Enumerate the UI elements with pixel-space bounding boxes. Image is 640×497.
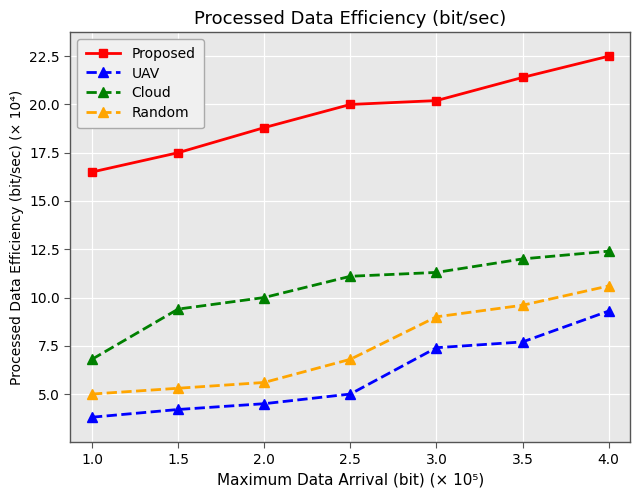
UAV	[605, 308, 612, 314]
Random	[519, 302, 527, 308]
Cloud	[88, 356, 96, 362]
Proposed	[433, 97, 440, 103]
Proposed	[519, 75, 527, 81]
Y-axis label: Processed Data Efficiency (bit/sec) (× 10⁴): Processed Data Efficiency (bit/sec) (× 1…	[10, 89, 24, 385]
Random	[174, 385, 182, 391]
Proposed	[605, 53, 612, 59]
UAV	[260, 401, 268, 407]
Proposed	[174, 150, 182, 156]
Random	[88, 391, 96, 397]
Cloud	[519, 256, 527, 262]
UAV	[433, 345, 440, 351]
Legend: Proposed, UAV, Cloud, Random: Proposed, UAV, Cloud, Random	[77, 39, 204, 128]
Line: Cloud: Cloud	[87, 247, 614, 364]
UAV	[174, 407, 182, 413]
Random	[433, 314, 440, 320]
Cloud	[605, 248, 612, 254]
X-axis label: Maximum Data Arrival (bit) (× 10⁵): Maximum Data Arrival (bit) (× 10⁵)	[217, 472, 484, 487]
Cloud	[174, 306, 182, 312]
UAV	[346, 391, 354, 397]
UAV	[519, 339, 527, 345]
Cloud	[433, 269, 440, 275]
Random	[605, 283, 612, 289]
Proposed	[260, 125, 268, 131]
Cloud	[260, 295, 268, 301]
Title: Processed Data Efficiency (bit/sec): Processed Data Efficiency (bit/sec)	[194, 10, 506, 28]
Proposed	[346, 101, 354, 107]
Line: Proposed: Proposed	[88, 52, 613, 176]
Random	[260, 380, 268, 386]
Random	[346, 356, 354, 362]
Proposed	[88, 169, 96, 175]
UAV	[88, 414, 96, 420]
Cloud	[346, 273, 354, 279]
Line: UAV: UAV	[87, 306, 614, 422]
Line: Random: Random	[87, 281, 614, 399]
